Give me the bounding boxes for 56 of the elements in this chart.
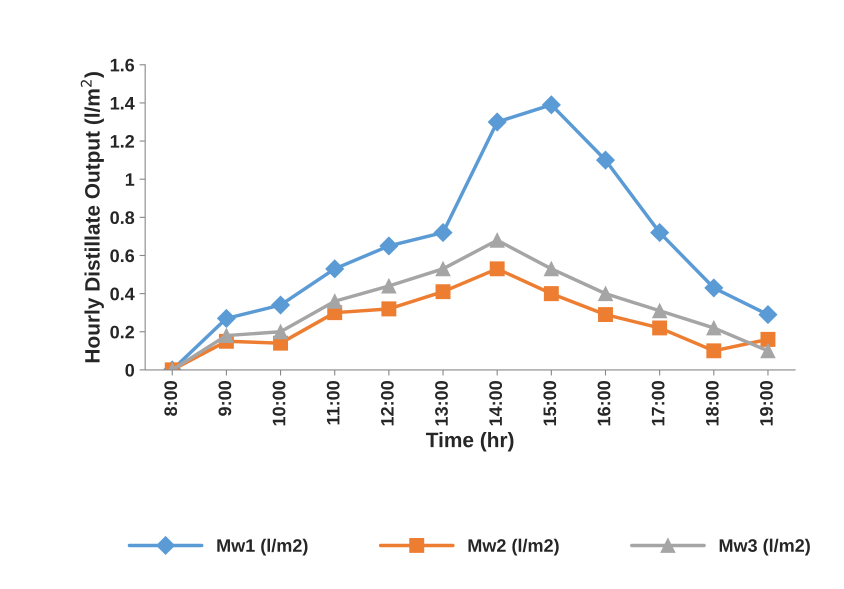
x-axis-title: Time (hr) — [426, 432, 514, 452]
legend-label: Mw2 (l/m2) — [468, 538, 559, 556]
point — [325, 259, 344, 278]
point — [704, 278, 724, 298]
x-tick-label: 14:00 — [489, 381, 502, 426]
y-tick-label: 0.8 — [110, 211, 134, 224]
point — [381, 301, 396, 316]
point — [436, 261, 450, 276]
point — [217, 309, 236, 328]
y-tick-label: 1.6 — [110, 58, 134, 72]
point — [381, 278, 396, 294]
y-tick-label: 1 — [126, 173, 134, 186]
point — [758, 305, 778, 324]
y-axis-title: Hourly Distillate Output (l/m$^{2}$) — [80, 72, 104, 362]
point — [544, 286, 559, 302]
point — [760, 332, 776, 347]
legend-label: Mw1 (l/m2) — [217, 538, 308, 556]
y-tick-label: 0.6 — [110, 249, 134, 262]
point — [596, 150, 615, 170]
point — [542, 95, 561, 114]
x-tick-label: 11:00 — [326, 381, 340, 424]
x-tick-label: 17:00 — [652, 381, 665, 426]
y-tick-label: 1.4 — [110, 97, 135, 110]
x-tick-label: 15:00 — [543, 381, 556, 426]
point — [380, 236, 398, 256]
y-tick-label: 0.4 — [110, 288, 135, 300]
point — [706, 343, 722, 358]
point — [218, 328, 234, 344]
point — [434, 223, 452, 242]
point — [490, 232, 505, 248]
x-tick-label: 18:00 — [706, 381, 719, 426]
point — [760, 343, 776, 358]
x-tick-label: 8:00 — [164, 381, 178, 416]
x-tick-label: 13:00 — [435, 381, 448, 426]
y-tick-label: 1.2 — [110, 135, 134, 148]
y-tick-label: 0.2 — [110, 326, 134, 338]
point — [327, 294, 342, 309]
point — [271, 296, 290, 314]
x-tick-label: 16:00 — [598, 381, 610, 426]
point — [273, 324, 288, 340]
x-tick-label: 19:00 — [760, 381, 773, 426]
point — [706, 320, 722, 336]
x-tick-label: 10:00 — [272, 381, 286, 426]
point — [598, 286, 613, 302]
point — [598, 307, 613, 322]
point — [650, 223, 670, 242]
point — [652, 303, 668, 318]
y-tick-label: 0 — [125, 364, 134, 377]
legend-label: Mw3 (l/m2) — [720, 538, 810, 556]
point — [488, 112, 507, 132]
x-tick-label: 12:00 — [380, 381, 394, 426]
point — [652, 320, 668, 336]
x-tick-label: 9:00 — [218, 381, 232, 416]
point — [436, 284, 450, 300]
point — [490, 261, 505, 276]
point — [544, 261, 559, 276]
